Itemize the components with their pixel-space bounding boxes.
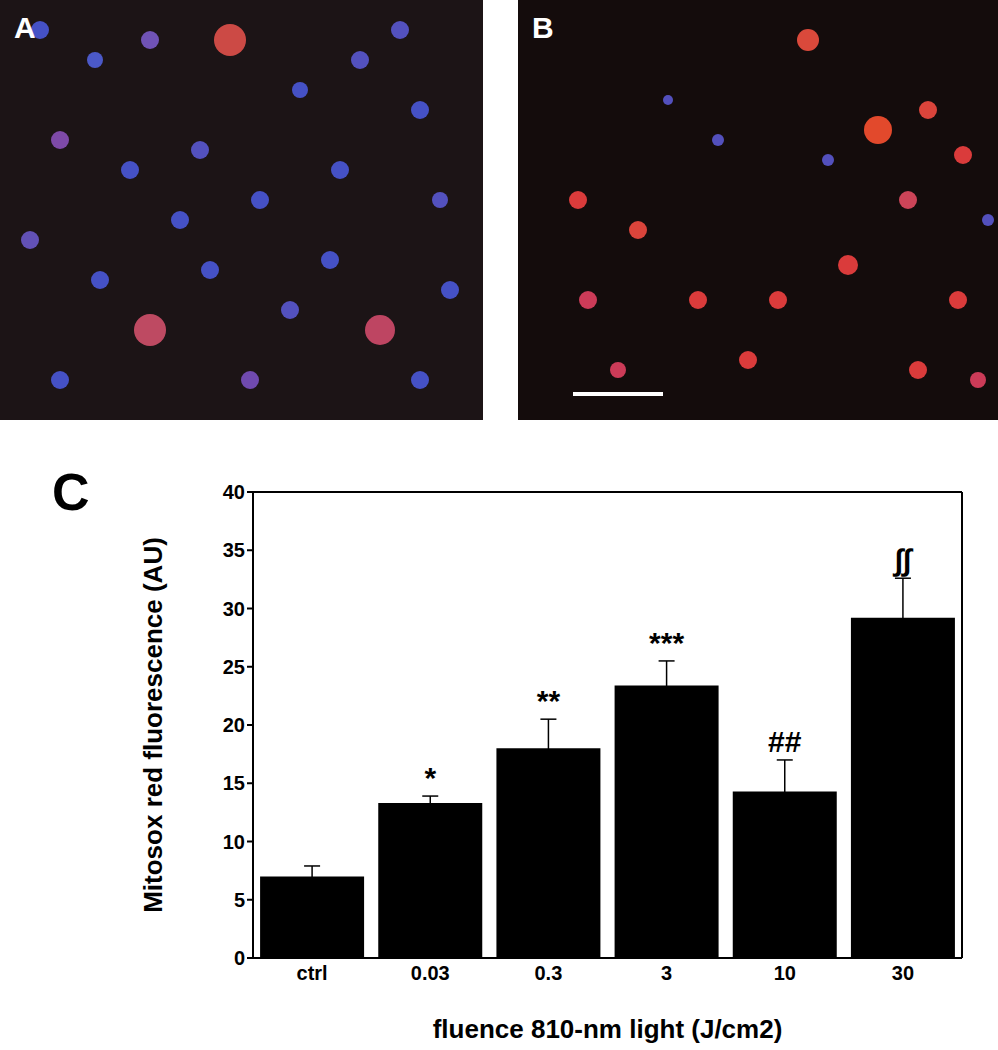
svg-text:##: ## <box>768 725 802 758</box>
svg-text:Mitosox red fluorescence (AU): Mitosox red fluorescence (AU) <box>138 537 168 913</box>
svg-text:10: 10 <box>774 962 796 984</box>
svg-text:0.03: 0.03 <box>411 962 450 984</box>
svg-text:10: 10 <box>223 831 245 853</box>
svg-text:30: 30 <box>892 962 914 984</box>
svg-text:3: 3 <box>661 962 672 984</box>
svg-text:**: ** <box>537 684 561 717</box>
svg-text:15: 15 <box>223 772 245 794</box>
svg-text:40: 40 <box>223 481 245 503</box>
svg-text:25: 25 <box>223 656 245 678</box>
svg-text:5: 5 <box>234 889 245 911</box>
svg-text:∫∫: ∫∫ <box>893 543 914 577</box>
svg-text:20: 20 <box>223 714 245 736</box>
html-text:C: C <box>52 463 90 521</box>
svg-text:A: A <box>14 11 36 44</box>
svg-text:35: 35 <box>223 539 245 561</box>
svg-text:0.3: 0.3 <box>535 962 563 984</box>
svg-text:0: 0 <box>234 947 245 969</box>
svg-text:fluence 810-nm light (J/cm2): fluence 810-nm light (J/cm2) <box>433 1014 783 1044</box>
svg-text:***: *** <box>649 626 684 659</box>
svg-text:B: B <box>532 11 554 44</box>
svg-text:ctrl: ctrl <box>297 962 328 984</box>
svg-text:30: 30 <box>223 598 245 620</box>
svg-text:*: * <box>424 761 436 794</box>
